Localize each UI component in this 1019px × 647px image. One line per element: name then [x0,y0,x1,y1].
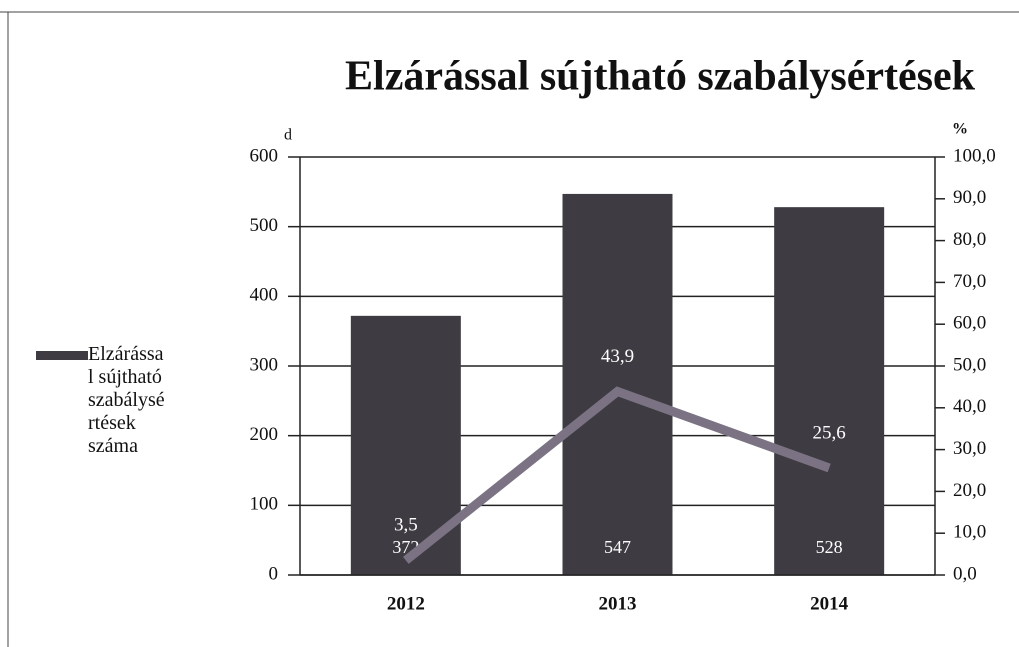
y-tick-label: 0 [269,563,279,584]
line-value-label: 43,9 [601,346,634,367]
bar [562,193,673,575]
y2-tick-label: 50,0 [953,354,986,375]
y2-tick-label: 100,0 [953,145,996,166]
y-tick-label: 400 [250,285,279,306]
line-value-label: 3,5 [394,515,418,536]
bar-value-label: 547 [604,537,631,557]
legend-swatch [36,351,88,360]
y-tick-label: 300 [250,354,279,375]
y2-tick-label: 20,0 [953,480,986,501]
y2-tick-label: 80,0 [953,229,986,250]
legend-label: Elzárással sújtható szabálysértések szám… [88,343,165,457]
y2-tick-label: 70,0 [953,271,986,292]
y-tick-label: 200 [250,424,279,445]
y2-tick-label: 60,0 [953,313,986,334]
chart-title: Elzárással sújtható szabálysértések [345,54,976,100]
y2-tick-label: 10,0 [953,522,986,543]
x-tick-label: 2013 [599,593,637,614]
bar-value-label: 528 [816,537,843,557]
y2-tick-label: 90,0 [953,187,986,208]
y-axis-label: d [284,127,292,144]
line-value-label: 25,6 [813,422,846,443]
y-tick-label: 600 [250,145,279,166]
x-tick-label: 2014 [810,593,849,614]
y2-tick-label: 40,0 [953,396,986,417]
line [403,386,831,564]
y2-tick-label: 0,0 [953,563,977,584]
legend: Elzárással sújtható szabálysértések szám… [36,343,166,458]
bar [350,315,461,575]
y2-axis-label: % [952,121,968,138]
y2-tick-label: 30,0 [953,438,986,459]
x-tick-label: 2012 [387,593,425,614]
y-tick-label: 100 [250,494,279,515]
y-tick-label: 500 [250,215,279,236]
bar [774,207,885,575]
